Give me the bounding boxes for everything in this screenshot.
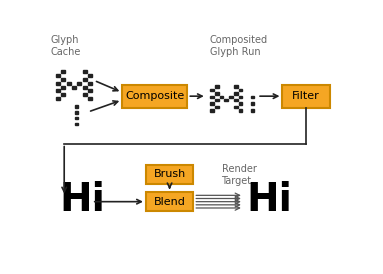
Bar: [61, 93, 65, 96]
Bar: [234, 106, 237, 108]
FancyBboxPatch shape: [122, 85, 187, 108]
Text: Composited
Glyph Run: Composited Glyph Run: [210, 35, 268, 57]
Bar: [229, 96, 233, 98]
Bar: [83, 78, 87, 81]
Text: Composite: Composite: [125, 91, 184, 101]
Bar: [250, 102, 254, 105]
FancyBboxPatch shape: [146, 165, 193, 184]
Text: Filter: Filter: [292, 91, 320, 101]
Bar: [215, 106, 219, 108]
Bar: [56, 74, 60, 77]
Bar: [67, 82, 70, 85]
Bar: [210, 109, 214, 112]
Bar: [239, 89, 242, 91]
Text: Hi: Hi: [60, 181, 106, 219]
Bar: [220, 96, 223, 98]
Bar: [83, 86, 87, 89]
Text: Brush: Brush: [154, 169, 186, 179]
Bar: [56, 82, 60, 85]
Bar: [61, 86, 65, 89]
Text: Glyph
Cache: Glyph Cache: [51, 35, 81, 57]
Bar: [210, 89, 214, 91]
Text: Render
Target: Render Target: [221, 164, 256, 186]
Bar: [83, 93, 87, 96]
Bar: [234, 85, 237, 88]
Text: Hi: Hi: [247, 181, 293, 219]
Bar: [75, 111, 78, 113]
Bar: [210, 102, 214, 105]
Bar: [61, 78, 65, 81]
Bar: [75, 117, 78, 119]
Bar: [239, 109, 242, 112]
Bar: [239, 96, 242, 98]
Bar: [83, 70, 87, 73]
Bar: [56, 97, 60, 100]
Bar: [88, 90, 92, 92]
Bar: [75, 123, 78, 125]
Bar: [88, 82, 92, 85]
Bar: [56, 90, 60, 92]
Bar: [239, 102, 242, 105]
Bar: [88, 74, 92, 77]
Bar: [210, 96, 214, 98]
Bar: [88, 97, 92, 100]
Bar: [224, 99, 228, 101]
Bar: [234, 92, 237, 95]
Bar: [215, 92, 219, 95]
Bar: [215, 85, 219, 88]
Bar: [250, 96, 254, 98]
FancyBboxPatch shape: [282, 85, 330, 108]
Text: Blend: Blend: [154, 197, 185, 207]
FancyBboxPatch shape: [146, 192, 193, 211]
Bar: [250, 109, 254, 112]
Bar: [234, 99, 237, 101]
Bar: [72, 86, 76, 89]
Bar: [77, 82, 81, 85]
Bar: [215, 99, 219, 101]
Bar: [61, 70, 65, 73]
Bar: [75, 105, 78, 108]
